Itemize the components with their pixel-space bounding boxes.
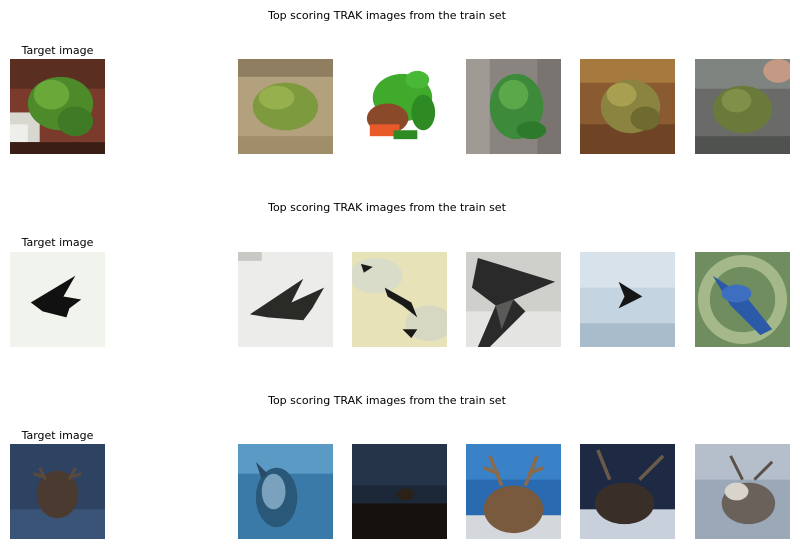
row-1-train-image-5 [695, 59, 790, 154]
row-3-target-image [10, 444, 105, 539]
row-2-train-image-5 [695, 252, 790, 347]
row-1-train-image-3 [466, 59, 561, 154]
row-2-train-image-3 [466, 252, 561, 347]
row-1-train-image-1 [238, 59, 333, 154]
row-1-title: Top scoring TRAK images from the train s… [268, 9, 506, 22]
row-3-target-label: Target image [21, 429, 94, 442]
row-1-train-image-2 [352, 59, 447, 154]
row-2-title: Top scoring TRAK images from the train s… [268, 201, 506, 214]
row-3-train-image-5 [695, 444, 790, 539]
row-1-target-image [10, 59, 105, 154]
row-3-train-image-4 [580, 444, 675, 539]
row-2-train-image-2 [352, 252, 447, 347]
row-1-target-label: Target image [21, 44, 94, 57]
row-1-train-image-4 [580, 59, 675, 154]
row-2-target-label: Target image [21, 236, 94, 249]
row-2-train-image-4 [580, 252, 675, 347]
row-3-train-image-1 [238, 444, 333, 539]
row-3-train-image-3 [466, 444, 561, 539]
row-2-target-image [10, 252, 105, 347]
row-3-train-image-2 [352, 444, 447, 539]
row-2-train-image-1 [238, 252, 333, 347]
row-3-title: Top scoring TRAK images from the train s… [268, 394, 506, 407]
